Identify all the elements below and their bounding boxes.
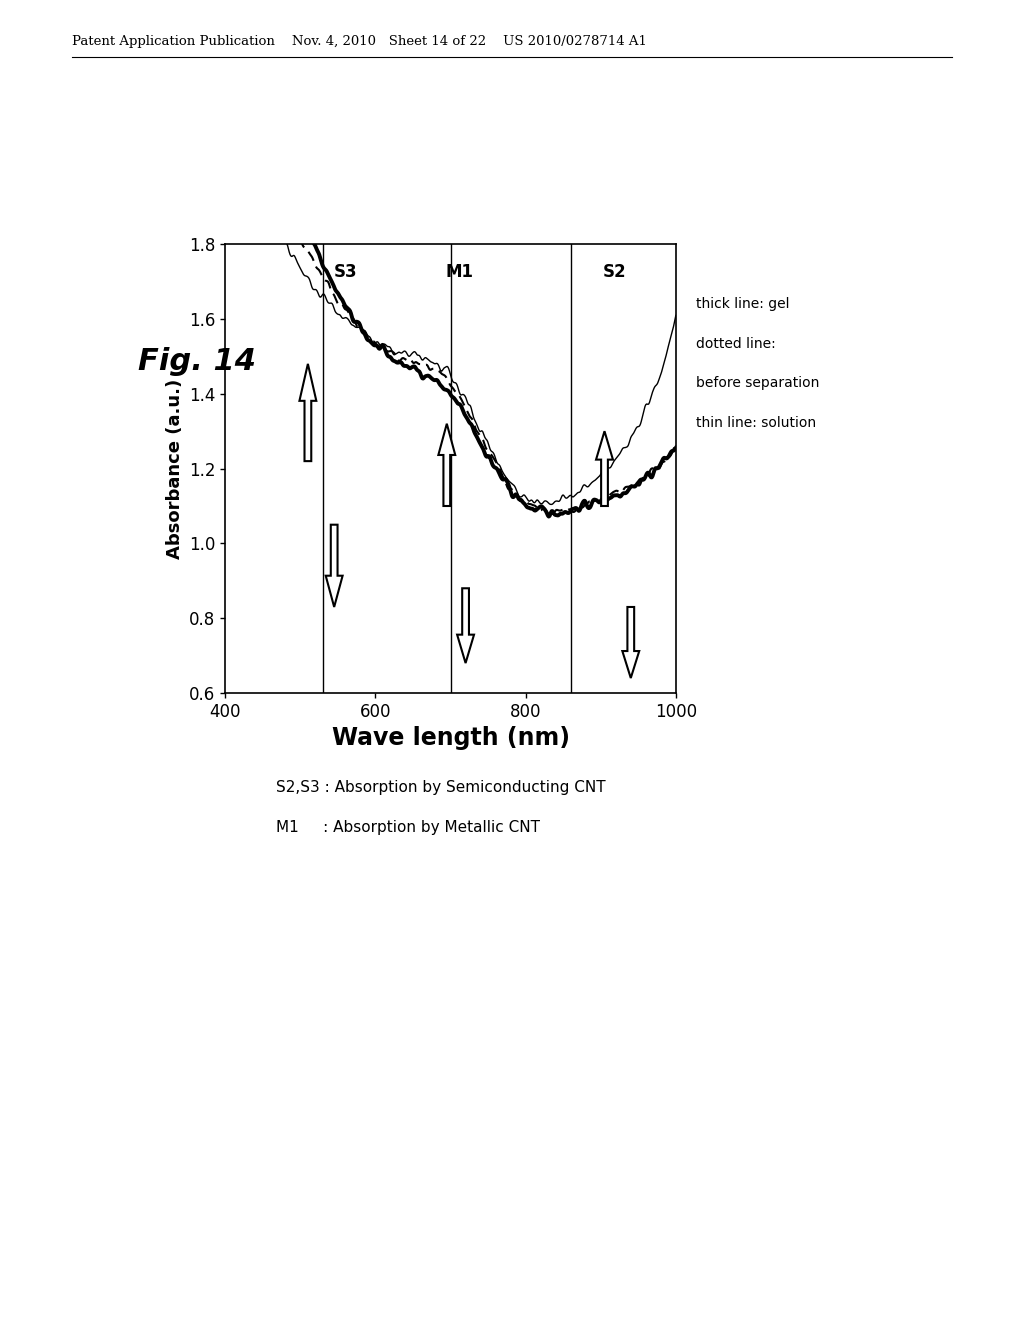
FancyArrow shape [623, 607, 639, 678]
Text: Patent Application Publication    Nov. 4, 2010   Sheet 14 of 22    US 2010/02787: Patent Application Publication Nov. 4, 2… [72, 34, 646, 48]
FancyArrow shape [438, 424, 456, 506]
FancyArrow shape [596, 432, 613, 506]
Text: Fig. 14: Fig. 14 [138, 347, 256, 376]
Text: thick line: gel: thick line: gel [696, 297, 790, 312]
Text: M1: M1 [445, 263, 473, 281]
FancyArrow shape [299, 364, 316, 461]
Text: thin line: solution: thin line: solution [696, 416, 816, 430]
Text: S3: S3 [334, 263, 357, 281]
Text: before separation: before separation [696, 376, 819, 391]
FancyArrow shape [457, 589, 474, 663]
FancyArrow shape [326, 525, 343, 607]
Y-axis label: Absorbance (a.u.): Absorbance (a.u.) [166, 379, 183, 558]
X-axis label: Wave length (nm): Wave length (nm) [332, 726, 569, 750]
Text: S2: S2 [602, 263, 626, 281]
Text: M1     : Absorption by Metallic CNT: M1 : Absorption by Metallic CNT [276, 820, 541, 834]
Text: dotted line:: dotted line: [696, 337, 776, 351]
Text: S2,S3 : Absorption by Semiconducting CNT: S2,S3 : Absorption by Semiconducting CNT [276, 780, 606, 795]
